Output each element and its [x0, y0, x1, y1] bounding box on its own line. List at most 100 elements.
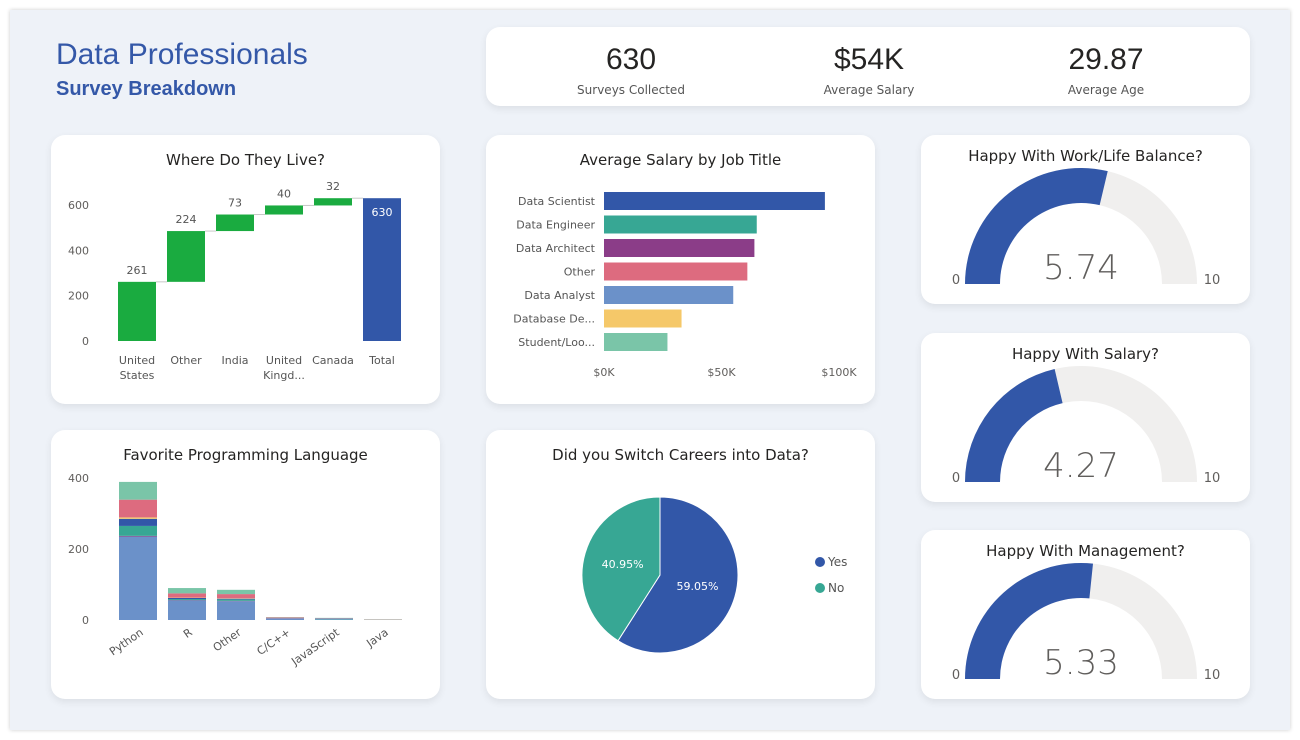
category-label: Database De... — [513, 313, 595, 326]
gauge-fill — [965, 369, 1063, 482]
chart-title: Where Do They Live? — [165, 151, 326, 169]
x-tick-label: Other — [170, 354, 202, 367]
y-tick-label: 0 — [82, 614, 89, 627]
x-tick-label: Python — [107, 626, 146, 659]
kpi-label: Average Age — [1067, 83, 1145, 97]
category-label: Data Engineer — [516, 219, 595, 232]
waterfall-bar — [363, 198, 401, 341]
waterfall-bar — [314, 198, 352, 206]
x-tick-label: R — [181, 626, 195, 641]
waterfall-bar — [118, 281, 156, 341]
salary-card[interactable]: Average Salary by Job Title Data Scienti… — [486, 135, 875, 404]
gauge-min: 0 — [952, 273, 960, 288]
x-tick-label: $0K — [593, 366, 615, 379]
waterfall-bar — [167, 231, 205, 282]
gauge-min: 0 — [952, 471, 960, 486]
stack-segment — [217, 594, 255, 599]
gauge-card-salary[interactable]: Happy With Salary? 4.27 0 10 — [921, 333, 1250, 502]
stack-segment — [168, 588, 206, 594]
career-pie-chart: 59.05% Yes 40.95% No — [581, 496, 847, 654]
gauge-max: 10 — [1204, 273, 1221, 288]
chart-title: Favorite Programming Language — [123, 446, 368, 464]
legend-marker — [815, 557, 825, 567]
stack-segment — [168, 600, 206, 620]
gauge-fill — [965, 563, 1094, 679]
y-tick-label: 200 — [68, 543, 89, 556]
gauge-max: 10 — [1204, 668, 1221, 683]
x-tick-label: India — [222, 354, 249, 367]
stack-segment — [119, 499, 157, 518]
x-tick-label: JavaScript — [288, 625, 342, 668]
data-label: 40 — [277, 187, 291, 200]
waterfall-bar — [216, 214, 254, 232]
gauge: 5.33 0 10 — [952, 563, 1221, 683]
salary-bar-chart: Data Scientist Data Engineer Data Architec… — [513, 192, 857, 379]
category-label: Data Scientist — [518, 195, 596, 208]
stack-segment — [266, 618, 304, 620]
x-tick-label: Java — [363, 626, 390, 651]
kpi-age: 29.87 Average Age — [1006, 43, 1206, 97]
career-switch-card[interactable]: Did you Switch Careers into Data? 59.05%… — [486, 430, 875, 699]
language-stacked-chart: 0 200 400 Python R Other C/C++JavaScript Java — [68, 472, 402, 669]
category-label: Data Architect — [516, 242, 596, 255]
data-label: 224 — [176, 213, 197, 226]
gauge-title: Happy With Management? — [986, 542, 1185, 560]
stack-segment — [119, 525, 157, 536]
pie-slice — [581, 496, 661, 642]
category-label: Data Analyst — [524, 289, 595, 302]
language-card[interactable]: Favorite Programming Language 0 200 400 Pyt… — [51, 430, 440, 699]
slice-label: 59.05% — [676, 580, 718, 593]
stack-segment — [315, 619, 353, 620]
salary-bar — [604, 333, 668, 351]
data-label: 73 — [228, 197, 242, 210]
legend-label: No — [828, 581, 844, 595]
y-tick-label: 400 — [68, 472, 89, 485]
x-tick-label: Total — [368, 354, 395, 367]
salary-bar — [604, 309, 682, 328]
stack-segment — [119, 518, 157, 526]
x-tick-label: United States — [119, 354, 155, 382]
stack-segment — [217, 598, 255, 600]
salary-bar — [604, 215, 757, 234]
kpi-label: Average Salary — [823, 83, 915, 97]
x-tick-label: Canada — [312, 354, 354, 367]
legend-label: Yes — [827, 555, 847, 569]
gauge-value: 4.27 — [1043, 446, 1119, 486]
waterfall-chart: 0 200 400 600 261 United States 224 Other 73 India… — [68, 180, 401, 382]
gauge-value: 5.74 — [1043, 248, 1119, 288]
x-tick-label: C/C++ — [255, 626, 293, 658]
stack-segment — [266, 617, 304, 619]
salary-bar — [604, 286, 734, 304]
gauge-min: 0 — [952, 668, 960, 683]
stack-segment — [168, 597, 206, 600]
y-tick-label: 600 — [68, 199, 89, 212]
x-tick-label: Other — [211, 626, 244, 655]
slice-label: 40.95% — [602, 558, 644, 571]
y-tick-label: 0 — [82, 335, 89, 348]
where-live-card[interactable]: Where Do They Live? 0 200 400 600 261 United S… — [51, 135, 440, 404]
gauge-fill — [965, 168, 1108, 284]
kpi-salary: $54K Average Salary — [769, 43, 969, 97]
category-label: Student/Loo... — [518, 336, 595, 349]
kpi-surveys: 630 Surveys Collected — [531, 43, 731, 97]
kpi-value: 630 — [605, 43, 657, 76]
gauge-title: Happy With Salary? — [1011, 345, 1160, 363]
chart-title: Average Salary by Job Title — [579, 151, 782, 169]
gauge: 5.74 0 10 — [952, 168, 1221, 288]
gauge-card-worklife[interactable]: Happy With Work/Life Balance? 5.74 0 10 — [921, 135, 1250, 304]
kpi-card: 630 Surveys Collected $54K Average Salary … — [486, 27, 1250, 106]
stack-segment — [119, 481, 157, 500]
stack-segment — [217, 601, 255, 620]
page-title: Data Professionals — [56, 38, 308, 71]
data-label: 261 — [127, 264, 148, 277]
stack-segment — [119, 536, 157, 620]
x-tick-label: $100K — [821, 366, 857, 379]
gauge-card-management[interactable]: Happy With Management? 5.33 0 10 — [921, 530, 1250, 699]
stack-segment — [217, 589, 255, 595]
gauge-max: 10 — [1204, 471, 1221, 486]
salary-bar — [604, 239, 755, 257]
salary-bar — [604, 192, 825, 210]
x-tick-label: $50K — [707, 366, 736, 379]
page-subtitle: Survey Breakdown — [56, 78, 237, 100]
y-tick-label: 400 — [68, 244, 89, 257]
